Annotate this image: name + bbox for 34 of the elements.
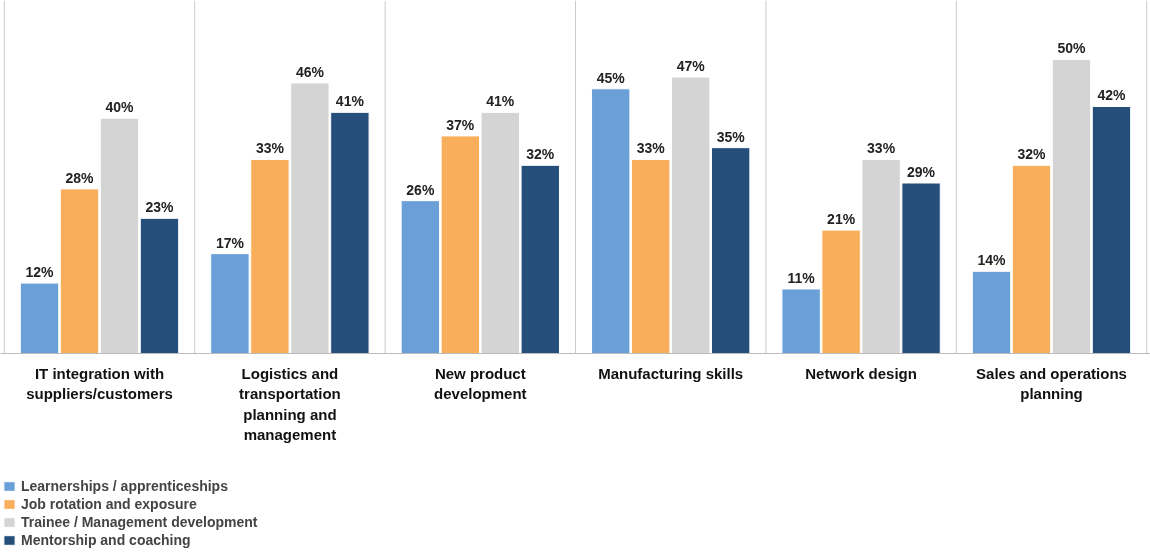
data-label: 41%	[486, 93, 515, 110]
data-label: 50%	[1057, 40, 1087, 57]
data-label: 28%	[65, 169, 95, 186]
legend-label: Learnerships / apprenticeships	[21, 478, 228, 494]
data-label: 11%	[787, 269, 816, 286]
legend-label: Trainee / Management development	[21, 514, 258, 530]
data-label: 33%	[636, 140, 666, 157]
data-label: 17%	[215, 234, 245, 251]
data-label: 32%	[1017, 146, 1047, 163]
data-label: 26%	[406, 181, 435, 198]
data-label: 23%	[145, 199, 175, 216]
x-tick-label: IT integration with suppliers/customers	[26, 364, 173, 403]
x-tick-label: Sales and operations planning	[976, 364, 1127, 403]
legend-label: Job rotation and exposure	[21, 496, 197, 512]
legend-label: Mentorship and coaching	[21, 532, 191, 548]
data-label: 46%	[295, 63, 325, 80]
data-label: 14%	[977, 252, 1007, 269]
data-label: 42%	[1097, 87, 1127, 104]
data-label: 33%	[867, 140, 896, 157]
data-label: 32%	[526, 146, 555, 163]
x-tick-label: New product development	[434, 364, 527, 403]
data-label: 21%	[827, 211, 856, 228]
x-tick-label: Logistics and transportation planning and management	[239, 364, 341, 443]
data-label: 47%	[676, 58, 706, 75]
data-label: 41%	[335, 93, 365, 110]
x-tick-label: Network design	[805, 364, 917, 382]
data-label: 40%	[105, 99, 135, 116]
data-label: 37%	[446, 116, 475, 133]
data-label: 12%	[25, 264, 55, 281]
data-label: 29%	[907, 163, 936, 180]
data-label: 45%	[596, 69, 626, 86]
data-label: 35%	[716, 128, 746, 145]
x-tick-label: Manufacturing skills	[598, 364, 744, 382]
data-label: 33%	[255, 140, 285, 157]
